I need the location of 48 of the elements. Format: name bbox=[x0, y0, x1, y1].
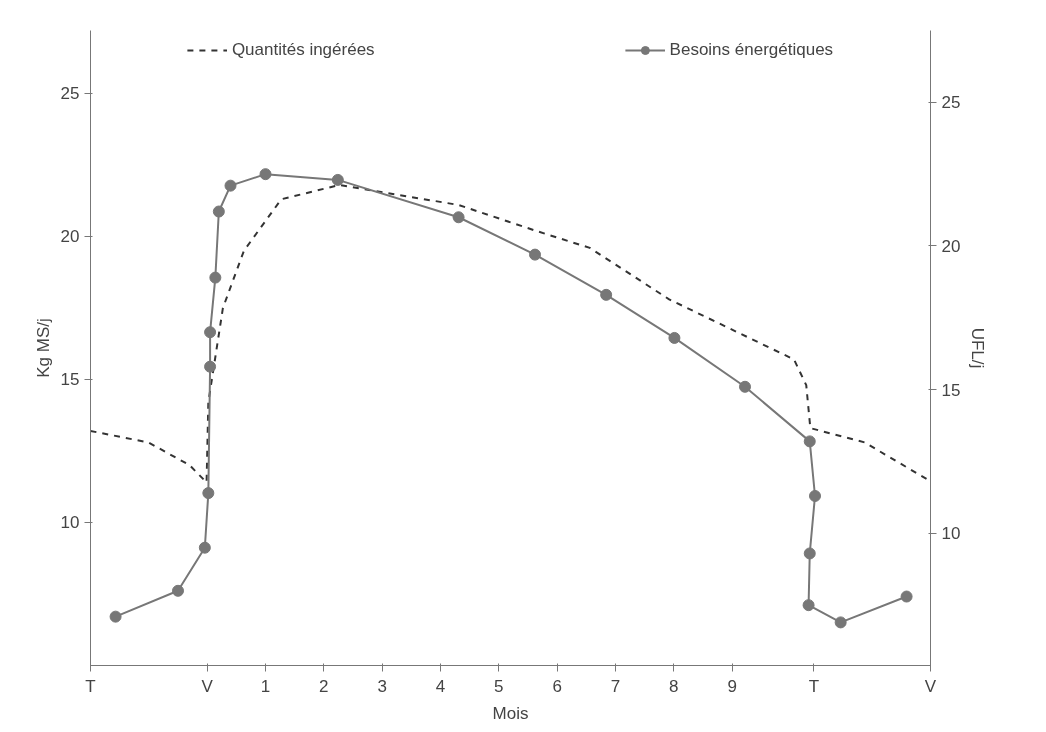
point bbox=[204, 326, 217, 339]
point bbox=[202, 487, 215, 500]
y2-tick-label: 15 bbox=[941, 380, 961, 400]
point bbox=[668, 331, 681, 344]
y2-tick-label: 10 bbox=[941, 524, 961, 544]
y-tick-label: 25 bbox=[60, 84, 80, 104]
y-tick-label: 15 bbox=[60, 370, 80, 390]
x-tick-label: V bbox=[201, 676, 214, 696]
point bbox=[900, 590, 913, 603]
point bbox=[739, 380, 751, 393]
point bbox=[809, 489, 821, 502]
point bbox=[224, 179, 237, 192]
point bbox=[452, 211, 465, 224]
point bbox=[259, 168, 272, 181]
x-tick-label: 9 bbox=[727, 676, 737, 696]
point bbox=[331, 173, 344, 186]
x-tick-label: 3 bbox=[377, 676, 387, 696]
x-tick-label: V bbox=[924, 676, 937, 696]
x-tick-label: 4 bbox=[435, 676, 446, 696]
point bbox=[803, 435, 816, 448]
point bbox=[600, 288, 613, 301]
point bbox=[209, 271, 222, 284]
x-tick-label: 8 bbox=[669, 676, 679, 696]
point bbox=[529, 248, 541, 261]
y2-tick-label: 25 bbox=[941, 93, 961, 113]
y-axis-title: Kg MS/j bbox=[33, 318, 53, 378]
x-tick-label: T bbox=[808, 676, 820, 696]
x-tick-label: 2 bbox=[319, 676, 329, 696]
x-tick-label: T bbox=[85, 676, 96, 696]
point bbox=[198, 541, 211, 554]
point bbox=[172, 584, 184, 597]
y-tick-label: 20 bbox=[60, 227, 80, 247]
y-tick-label: 10 bbox=[60, 513, 80, 533]
x-tick-label: 7 bbox=[610, 676, 621, 696]
y2-tick-label: 20 bbox=[941, 237, 961, 256]
point bbox=[802, 599, 815, 612]
point bbox=[212, 205, 225, 218]
point bbox=[834, 616, 847, 629]
x-tick-label: 5 bbox=[494, 676, 504, 696]
y2-axis-title: UFL/j bbox=[968, 327, 988, 369]
point bbox=[204, 360, 217, 373]
legend-label: Quantités ingérées bbox=[231, 40, 375, 60]
x-tick-label: 6 bbox=[552, 676, 562, 696]
point bbox=[109, 610, 122, 623]
x-tick-label: 1 bbox=[260, 676, 271, 696]
x-axis-title: Mois bbox=[492, 703, 529, 723]
point bbox=[803, 547, 816, 560]
legend-label: Besoins énergétiques bbox=[669, 40, 834, 60]
